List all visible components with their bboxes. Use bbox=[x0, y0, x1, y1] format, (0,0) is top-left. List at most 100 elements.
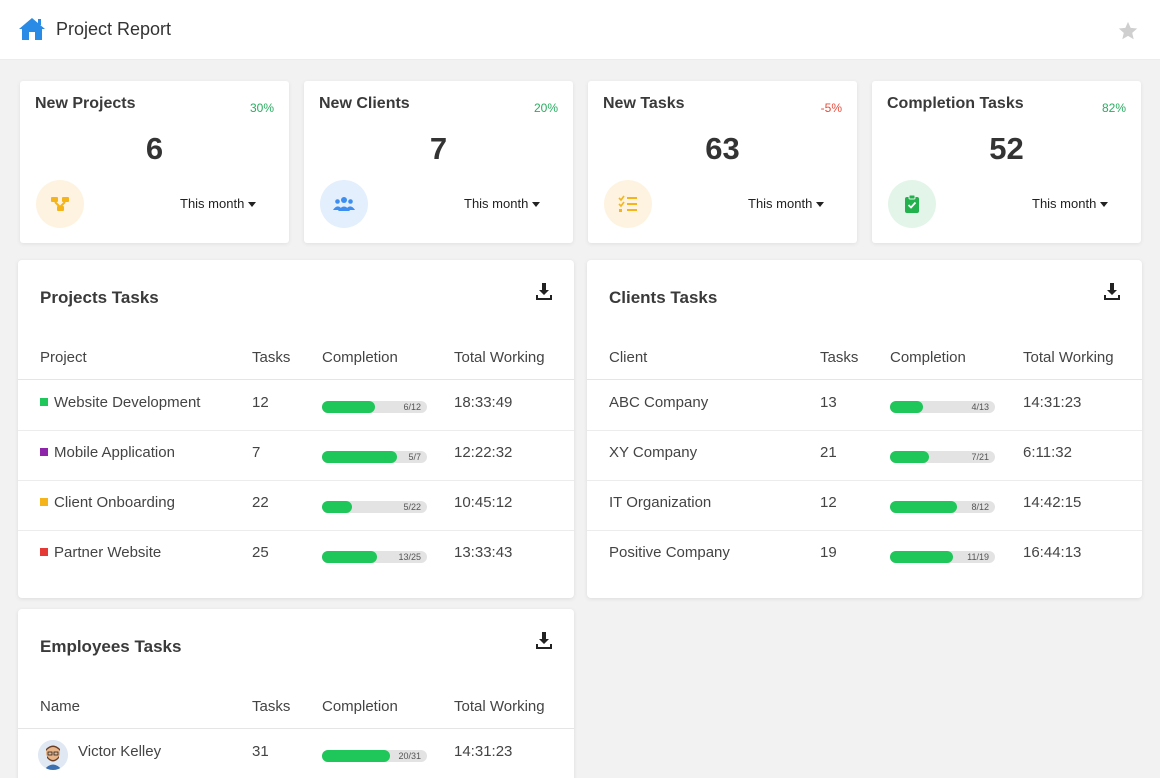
completion-text: 13/25 bbox=[398, 552, 421, 562]
color-marker bbox=[40, 548, 48, 556]
completion-fill bbox=[322, 551, 377, 563]
column-header: Tasks bbox=[252, 349, 291, 366]
completion-fill bbox=[890, 401, 923, 413]
table-row[interactable]: Website Development 12 6/12 18:33:49 bbox=[18, 381, 574, 431]
home-icon[interactable] bbox=[18, 16, 46, 42]
period-label: This month bbox=[180, 196, 245, 211]
column-header: Name bbox=[40, 698, 81, 715]
stat-percent: 20% bbox=[533, 101, 558, 115]
completion-bar: 8/12 bbox=[890, 501, 995, 513]
stat-value: 63 bbox=[705, 131, 740, 166]
stat-card-completion-tasks: Completion Tasks 82% 52 This month bbox=[872, 81, 1141, 243]
table-row[interactable]: Victor Kelley 31 20/31 14:31:23 bbox=[18, 730, 574, 778]
table-row[interactable]: Mobile Application 7 5/7 12:22:32 bbox=[18, 431, 574, 481]
tasks-count: 31 bbox=[252, 743, 269, 760]
completion-bar: 5/7 bbox=[322, 451, 427, 463]
column-header: Completion bbox=[322, 349, 398, 366]
top-bar: Project Report bbox=[0, 0, 1160, 60]
total-working: 10:45:12 bbox=[454, 494, 513, 511]
clipboard-check-icon bbox=[888, 180, 936, 228]
project-name: Partner Website bbox=[54, 544, 162, 561]
stat-value: 52 bbox=[989, 131, 1024, 166]
table-row[interactable]: IT Organization 12 8/12 14:42:15 bbox=[587, 481, 1142, 531]
client-name: Positive Company bbox=[609, 544, 730, 561]
stat-title: New Tasks bbox=[603, 95, 685, 112]
download-icon[interactable] bbox=[534, 631, 554, 651]
download-icon[interactable] bbox=[534, 282, 554, 302]
column-header: Total Working bbox=[1023, 349, 1114, 366]
table-row[interactable]: Client Onboarding 22 5/22 10:45:12 bbox=[18, 481, 574, 531]
table-header: Name Tasks Completion Total Working bbox=[18, 685, 574, 729]
column-header: Total Working bbox=[454, 349, 545, 366]
completion-fill bbox=[322, 451, 397, 463]
stat-title: New Projects bbox=[35, 95, 136, 112]
total-working: 6:11:32 bbox=[1023, 444, 1072, 461]
completion-bar: 5/22 bbox=[322, 501, 427, 513]
column-header: Client bbox=[609, 349, 648, 366]
completion-fill bbox=[322, 401, 375, 413]
stat-percent: 30% bbox=[249, 101, 274, 115]
table-row[interactable]: ABC Company 13 4/13 14:31:23 bbox=[587, 381, 1142, 431]
completion-bar: 20/31 bbox=[322, 750, 427, 762]
project-cell: Client Onboarding bbox=[40, 494, 175, 511]
project-cell: Partner Website bbox=[40, 544, 161, 561]
color-marker bbox=[40, 498, 48, 506]
table-row[interactable]: Positive Company 19 11/19 16:44:13 bbox=[587, 531, 1142, 581]
project-name: Website Development bbox=[54, 394, 201, 411]
download-icon[interactable] bbox=[1102, 282, 1122, 302]
tasks-count: 7 bbox=[252, 444, 261, 461]
caret-down-icon bbox=[248, 202, 257, 207]
completion-text: 5/7 bbox=[408, 452, 421, 462]
projects-tasks-panel: Projects Tasks Project Tasks Completion … bbox=[18, 260, 574, 598]
completion-text: 8/12 bbox=[971, 502, 989, 512]
table-header: Client Tasks Completion Total Working bbox=[587, 336, 1142, 380]
period-label: This month bbox=[1032, 196, 1097, 211]
stat-percent: 82% bbox=[1101, 101, 1126, 115]
employee-name: Victor Kelley bbox=[78, 743, 162, 760]
project-name: Mobile Application bbox=[54, 444, 175, 461]
project-cell: Website Development bbox=[40, 394, 200, 411]
total-working: 14:42:15 bbox=[1023, 494, 1082, 511]
panel-title: Projects Tasks bbox=[40, 288, 159, 307]
period-dropdown[interactable]: This month bbox=[748, 196, 825, 211]
client-name: IT Organization bbox=[609, 494, 712, 511]
clients-tasks-panel: Clients Tasks Client Tasks Completion To… bbox=[587, 260, 1142, 598]
total-working: 13:33:43 bbox=[454, 544, 513, 561]
total-working: 14:31:23 bbox=[454, 743, 513, 760]
color-marker bbox=[40, 398, 48, 406]
caret-down-icon bbox=[1100, 202, 1109, 207]
users-icon bbox=[320, 180, 368, 228]
column-header: Completion bbox=[890, 349, 966, 366]
table-row[interactable]: XY Company 21 7/21 6:11:32 bbox=[587, 431, 1142, 481]
completion-fill bbox=[890, 501, 958, 513]
caret-down-icon bbox=[532, 202, 541, 207]
tasks-count: 21 bbox=[820, 444, 837, 461]
project-cell: Mobile Application bbox=[40, 444, 175, 461]
total-working: 12:22:32 bbox=[454, 444, 513, 461]
table-row[interactable]: Partner Website 25 13/25 13:33:43 bbox=[18, 531, 574, 581]
total-working: 16:44:13 bbox=[1023, 544, 1082, 561]
task-list-icon bbox=[604, 180, 652, 228]
stat-card-new-clients: New Clients 20% 7 This month bbox=[304, 81, 573, 243]
tasks-count: 19 bbox=[820, 544, 837, 561]
completion-bar: 13/25 bbox=[322, 551, 427, 563]
project-diagram-icon bbox=[36, 180, 84, 228]
column-header: Total Working bbox=[454, 698, 545, 715]
period-dropdown[interactable]: This month bbox=[1032, 196, 1109, 211]
avatar bbox=[38, 740, 68, 770]
period-dropdown[interactable]: This month bbox=[180, 196, 257, 211]
column-header: Completion bbox=[322, 698, 398, 715]
tasks-count: 25 bbox=[252, 544, 269, 561]
tasks-count: 12 bbox=[252, 394, 269, 411]
period-dropdown[interactable]: This month bbox=[464, 196, 541, 211]
project-name: Client Onboarding bbox=[54, 494, 175, 511]
star-icon[interactable] bbox=[1117, 20, 1139, 42]
completion-bar: 4/13 bbox=[890, 401, 995, 413]
stat-title: New Clients bbox=[319, 95, 410, 112]
stat-percent: -5% bbox=[820, 101, 842, 115]
completion-text: 4/13 bbox=[971, 402, 989, 412]
column-header: Project bbox=[40, 349, 87, 366]
period-label: This month bbox=[464, 196, 529, 211]
period-label: This month bbox=[748, 196, 813, 211]
completion-bar: 11/19 bbox=[890, 551, 995, 563]
